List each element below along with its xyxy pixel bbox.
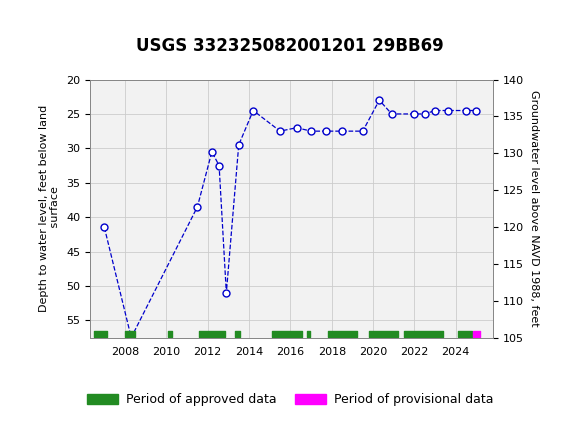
Y-axis label: Depth to water level, feet below land
 surface: Depth to water level, feet below land su… bbox=[39, 105, 60, 312]
Y-axis label: Groundwater level above NAVD 1988, feet: Groundwater level above NAVD 1988, feet bbox=[530, 90, 539, 327]
Legend: Period of approved data, Period of provisional data: Period of approved data, Period of provi… bbox=[81, 387, 499, 413]
Text: USGS 332325082001201 29BB69: USGS 332325082001201 29BB69 bbox=[136, 37, 444, 55]
Text: ≈USGS: ≈USGS bbox=[23, 9, 94, 27]
